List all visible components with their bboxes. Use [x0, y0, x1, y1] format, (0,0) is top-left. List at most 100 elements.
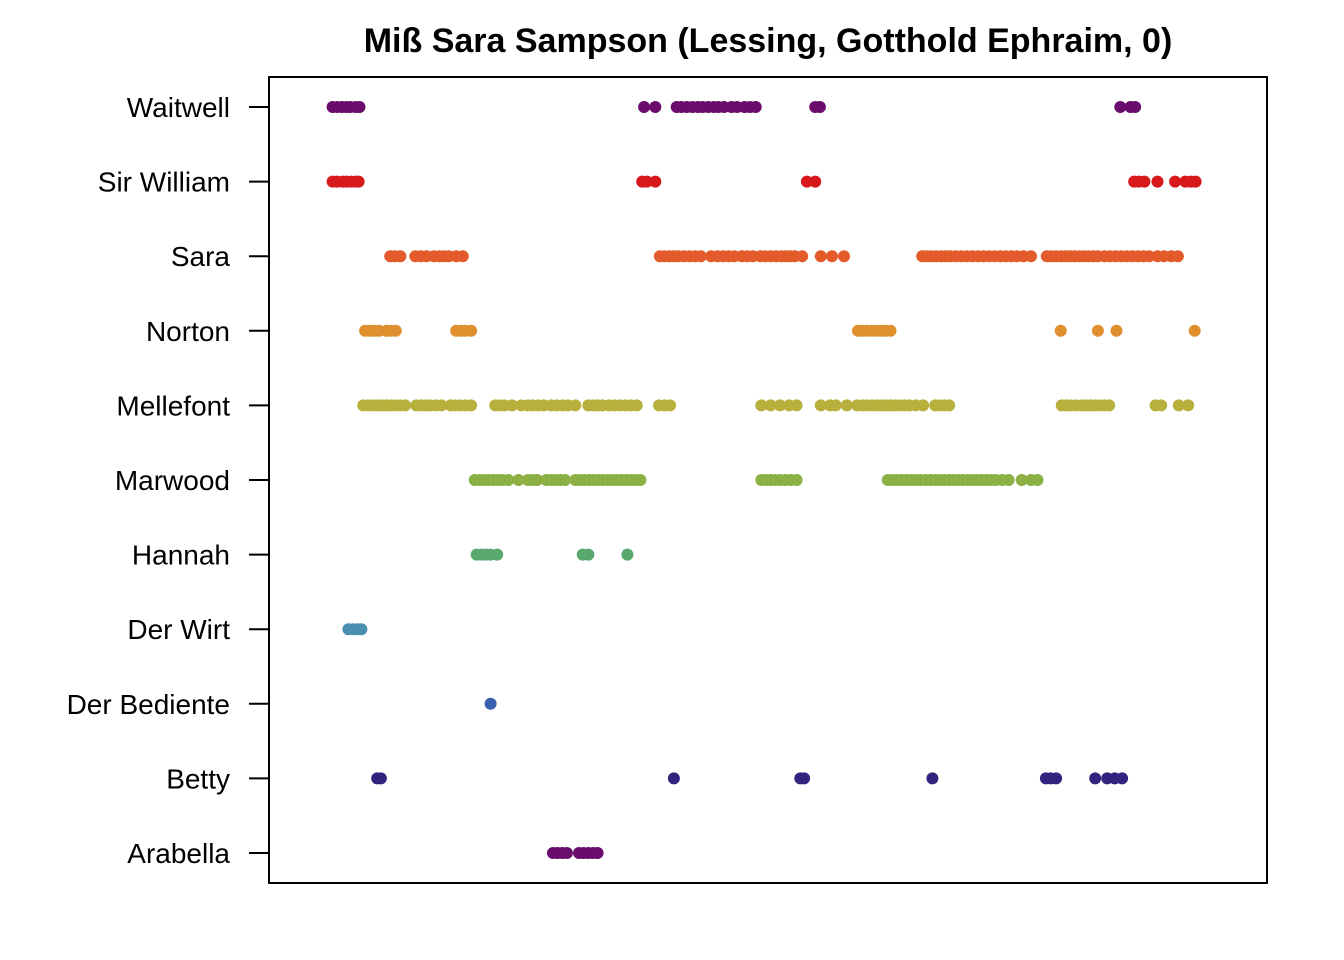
series-der-wirt: [342, 623, 368, 636]
data-point-mellefont: [814, 399, 827, 412]
data-point-mellefont: [790, 399, 803, 412]
data-point-waitwell: [353, 101, 366, 113]
y-tick-label-sara: Sara: [171, 241, 231, 272]
data-point-betty: [798, 772, 811, 785]
series-arabella: [547, 847, 604, 859]
data-point-mellefont: [664, 399, 677, 412]
series-marwood: [468, 474, 1044, 486]
y-tick-label-der-wirt: Der Wirt: [127, 614, 230, 645]
data-point-sara: [456, 250, 469, 263]
series-waitwell: [326, 101, 1142, 113]
data-point-norton: [465, 324, 478, 337]
data-point-mellefont: [465, 399, 478, 412]
series-mellefont: [357, 399, 1195, 412]
data-point-mellefont: [773, 399, 786, 412]
data-point-mellefont: [829, 399, 842, 412]
data-point-norton: [884, 324, 897, 337]
series-der-bediente: [484, 697, 497, 710]
data-point-sara: [796, 250, 809, 263]
data-point-sir-william: [649, 175, 662, 188]
data-point-marwood: [1031, 474, 1044, 486]
data-point-waitwell: [813, 101, 826, 113]
y-axis: Waitwell Sir William Sara Norton Mellefont Ma…: [67, 92, 269, 869]
data-point-betty: [926, 772, 939, 785]
data-point-marwood: [634, 474, 647, 486]
series-sara: [384, 250, 1184, 263]
y-tick-label-marwood: Marwood: [115, 465, 230, 496]
data-point-mellefont: [1182, 399, 1195, 412]
data-point-norton: [1110, 324, 1123, 337]
data-point-sir-william: [809, 175, 822, 188]
y-tick-label-der-bediente: Der Bediente: [67, 689, 230, 720]
y-tick-label-hannah: Hannah: [132, 540, 230, 571]
data-point-waitwell: [749, 101, 762, 113]
data-point-mellefont: [943, 399, 956, 412]
data-point-mellefont: [1155, 399, 1168, 412]
data-point-betty: [1089, 772, 1102, 785]
y-tick-label-mellefont: Mellefont: [116, 390, 230, 421]
data-point-mellefont: [1103, 399, 1116, 412]
data-point-hannah: [491, 548, 504, 561]
series-betty: [371, 772, 1129, 785]
data-points: [326, 101, 1202, 859]
data-point-marwood: [502, 474, 515, 486]
data-point-marwood: [790, 474, 803, 486]
data-point-arabella: [591, 847, 604, 859]
y-tick-label-betty: Betty: [166, 763, 230, 794]
data-point-betty: [1050, 772, 1063, 785]
series-hannah: [470, 548, 634, 561]
data-point-sir-william: [352, 175, 365, 188]
series-sir-william: [326, 175, 1202, 188]
y-tick-label-norton: Norton: [146, 316, 230, 347]
data-point-sir-william: [1189, 175, 1202, 188]
series-norton: [359, 324, 1201, 337]
data-point-marwood: [1015, 474, 1028, 486]
y-tick-label-sir-william: Sir William: [98, 167, 230, 198]
data-point-norton: [1054, 324, 1067, 337]
data-point-mellefont: [917, 399, 930, 412]
data-point-sir-william: [640, 175, 653, 188]
data-point-marwood: [559, 474, 571, 486]
data-point-mellefont: [1172, 399, 1185, 412]
data-point-norton: [389, 324, 402, 337]
data-point-sara: [826, 250, 838, 263]
data-point-marwood: [1002, 474, 1015, 486]
data-point-der-bediente: [484, 697, 497, 710]
data-point-mellefont: [755, 399, 768, 412]
data-point-mellefont: [569, 399, 582, 412]
data-point-norton: [1188, 324, 1201, 337]
data-point-sara: [694, 250, 707, 263]
data-point-hannah: [582, 548, 595, 561]
data-point-betty: [667, 772, 680, 785]
data-point-waitwell: [649, 101, 662, 113]
y-tick-label-waitwell: Waitwell: [127, 92, 230, 123]
data-point-sir-william: [1151, 175, 1164, 188]
data-point-mellefont: [399, 399, 412, 412]
data-point-mellefont: [506, 399, 518, 412]
data-point-waitwell: [1129, 101, 1142, 113]
data-point-betty: [1116, 772, 1129, 785]
data-point-marwood: [531, 474, 544, 486]
data-point-norton: [1091, 324, 1104, 337]
chart-title: Miß Sara Sampson (Lessing, Gotthold Ephr…: [364, 22, 1173, 60]
data-point-waitwell: [1114, 101, 1127, 113]
data-point-marwood: [512, 474, 525, 486]
data-point-mellefont: [764, 399, 777, 412]
data-point-sir-william: [1138, 175, 1151, 188]
data-point-hannah: [621, 548, 634, 561]
data-point-sara: [1025, 250, 1037, 263]
data-point-sara: [838, 250, 850, 263]
y-tick-label-arabella: Arabella: [127, 838, 230, 869]
data-point-mellefont: [630, 399, 643, 412]
data-point-betty: [374, 772, 387, 785]
data-point-sir-william: [1169, 175, 1182, 188]
data-point-sara: [1143, 250, 1156, 263]
data-point-mellefont: [840, 399, 853, 412]
data-point-der-wirt: [355, 623, 368, 636]
data-point-sir-william: [800, 175, 813, 188]
data-point-mellefont: [435, 399, 448, 412]
data-point-sara: [814, 250, 827, 263]
data-point-arabella: [560, 847, 573, 859]
data-point-sara: [1171, 250, 1184, 263]
data-point-waitwell: [638, 101, 651, 113]
